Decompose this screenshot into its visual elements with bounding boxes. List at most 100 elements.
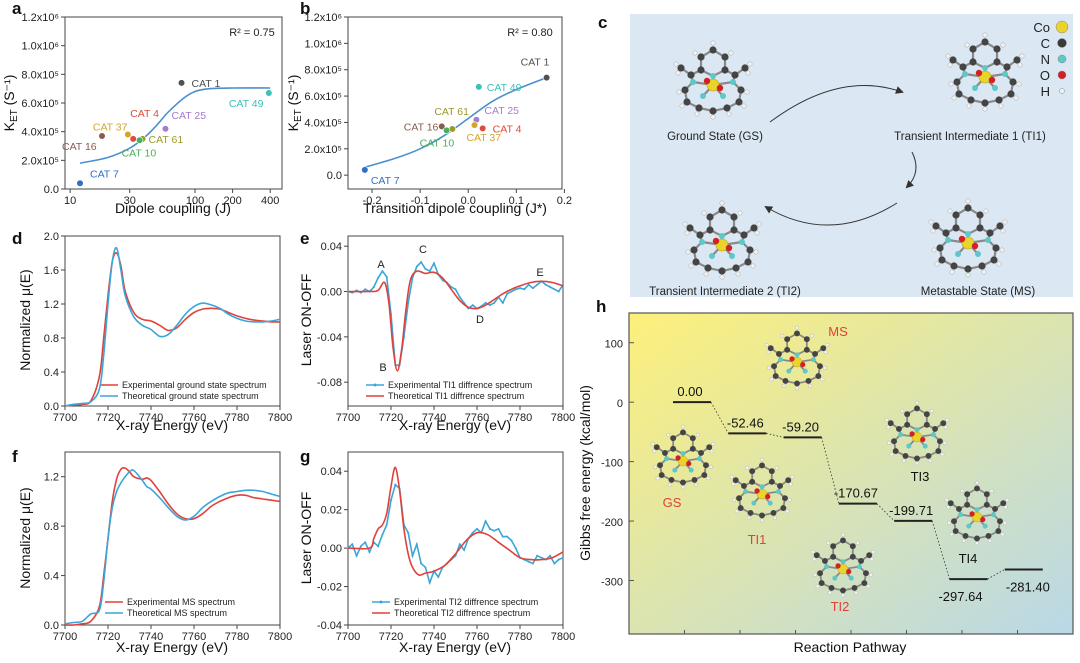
plot-frame <box>347 235 564 407</box>
x-tick-label: 7740 <box>139 631 163 643</box>
y-tick-label: 0.0 <box>327 170 342 182</box>
data-point-label: CAT 25 <box>171 110 206 122</box>
data-point-label: CAT 49 <box>229 98 264 110</box>
series-marker <box>394 483 397 486</box>
panel-g: g 7700 7720 7740 7760 7780 7800 -0.04 -0.02 0.00 0… <box>298 447 575 655</box>
panel-label-e: e <box>300 229 309 248</box>
legend-label: Theoretical TI2 diffrence spectrum <box>394 608 530 618</box>
y-tick-label: 1.2x10⁶ <box>304 12 342 24</box>
legend-atom-o-icon <box>1057 70 1067 80</box>
series-marker <box>536 554 539 557</box>
energy-level-label: -52.46 <box>727 415 764 430</box>
x-tick-label: 30 <box>124 195 136 207</box>
panel-label-b: b <box>300 0 310 18</box>
series-marker <box>359 545 362 548</box>
series-line <box>64 469 281 625</box>
series-marker <box>476 527 478 530</box>
panel-label-g: g <box>300 447 310 466</box>
legend-atom-n-icon <box>1057 54 1067 64</box>
series-marker <box>484 520 487 523</box>
level-connector <box>821 437 840 504</box>
x-tick-label: 0.1 <box>509 195 524 207</box>
data-point-cat-49 <box>265 89 273 97</box>
y-axis-label: Laser ON-OFF <box>298 492 314 585</box>
energy-level-label: -59.20 <box>782 419 819 434</box>
series-marker <box>557 290 560 293</box>
panel-label-h: h <box>596 297 606 316</box>
series-marker <box>407 301 410 304</box>
species-label: GS <box>663 495 682 510</box>
energy-level-label: 0.00 <box>677 384 702 399</box>
species-label: TI2 <box>831 599 850 614</box>
energy-level-label: -281.40 <box>1006 579 1050 594</box>
series-marker <box>407 531 410 534</box>
y-axis-label: Normalized μ(E) <box>17 487 33 588</box>
series-marker <box>437 575 440 578</box>
series-marker <box>510 290 513 293</box>
level-connector <box>710 401 729 434</box>
x-axis-label: Dipole coupling (J) <box>115 200 231 216</box>
y-axis-label-main: Laser ON-OFF <box>298 274 314 367</box>
y-tick-label: 0.8 <box>44 521 59 533</box>
y-tick-label: -100 <box>601 458 623 470</box>
state-label-gs: Ground State (GS) <box>667 131 763 143</box>
y-tick-label: 8.0x10⁵ <box>304 65 342 77</box>
series-marker <box>506 535 509 538</box>
annotation: A <box>377 259 385 271</box>
species-label: TI3 <box>911 469 930 484</box>
annotation: R² = 0.75 <box>229 27 275 39</box>
data-point-cat-49 <box>475 83 483 91</box>
series-marker <box>506 292 509 295</box>
data-point-cat-7 <box>361 166 369 174</box>
panel-label-f: f <box>12 447 18 466</box>
data-point-label: CAT 37 <box>93 122 128 134</box>
x-tick-label: 7700 <box>53 412 77 424</box>
data-point-label: CAT 37 <box>466 132 501 144</box>
legend-label: Theoretical MS spectrum <box>127 608 227 618</box>
y-tick-label: 0.04 <box>321 241 342 253</box>
legend-marker <box>379 600 383 604</box>
x-tick-label: 7780 <box>225 631 249 643</box>
y-tick-label: 6.0x10⁵ <box>304 91 342 103</box>
series-marker <box>381 533 384 536</box>
series-marker <box>527 560 530 563</box>
x-tick-label: 7800 <box>551 412 575 424</box>
y-tick-label: 4.0x10⁵ <box>21 127 59 139</box>
species-label: TI4 <box>959 551 978 566</box>
data-point-label: CAT 7 <box>90 168 119 180</box>
x-tick-label: 7780 <box>508 631 532 643</box>
x-tick-label: 400 <box>261 195 279 207</box>
energy-level-label: -199.71 <box>889 503 933 518</box>
x-axis-label: X-ray Energy (eV) <box>116 417 228 433</box>
y-axis-label: Normalized μ(E) <box>17 269 33 370</box>
y-axis-label: Laser ON-OFF <box>298 274 314 367</box>
state-label-ti2: Transient Intermediate 2 (TI2) <box>649 286 801 298</box>
series-marker <box>536 283 539 286</box>
data-point-cat-4 <box>129 135 137 143</box>
level-connector <box>876 503 895 522</box>
energy-level-label: -170.67 <box>834 486 878 501</box>
series-marker <box>514 547 517 550</box>
plot-frame <box>64 451 281 626</box>
data-point-cat-4 <box>479 124 487 132</box>
series-marker <box>540 556 543 559</box>
annotation: E <box>536 267 543 279</box>
x-tick-label: 7800 <box>268 412 292 424</box>
y-axis-label-main: Normalized μ(E) <box>17 269 33 370</box>
panel-label-d: d <box>12 229 22 248</box>
legend-atom-c-icon <box>1057 38 1067 48</box>
y-tick-label: -300 <box>601 577 623 589</box>
x-axis-label: X-ray Energy (eV) <box>399 639 511 655</box>
y-axis-label: Gibbs free energy (kcal/mol) <box>577 385 593 561</box>
x-tick-label: 7720 <box>379 631 403 643</box>
legend-element-label: H <box>1041 84 1050 99</box>
x-axis-label: Reaction Pathway <box>794 639 907 655</box>
legend-marker <box>373 383 377 387</box>
legend-element-label: C <box>1041 36 1050 51</box>
data-point-label: CAT 61 <box>434 106 469 118</box>
data-point-cat-16 <box>438 122 446 130</box>
legend-label: Theoretical ground state spectrum <box>122 391 259 401</box>
x-tick-label: 7720 <box>379 412 403 424</box>
series-marker <box>553 288 556 291</box>
